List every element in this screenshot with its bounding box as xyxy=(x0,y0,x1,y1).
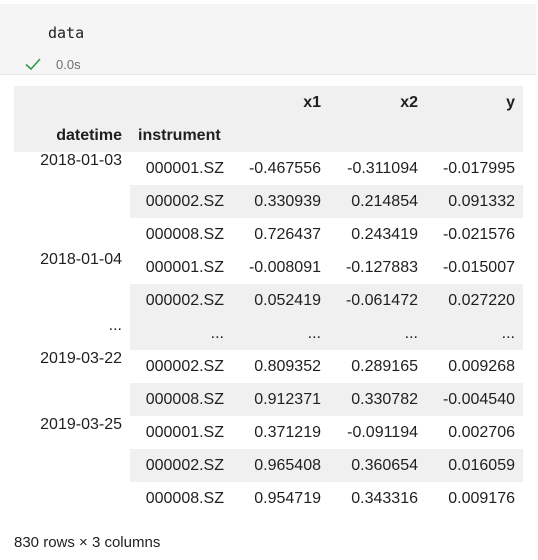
table-row: 000008.SZ 0.726437 0.243419 -0.021576 xyxy=(14,218,523,251)
value-cell: 0.726437 xyxy=(254,225,321,243)
header-blank xyxy=(232,119,329,152)
table-row: 000002.SZ 0.965408 0.360654 0.016059 xyxy=(14,449,523,482)
instrument-cell: 000002.SZ xyxy=(130,185,232,218)
index-name: datetime xyxy=(56,126,122,144)
value-cell: -0.004540 xyxy=(426,383,523,416)
ellipsis-row: ... ... ... ... ... xyxy=(14,317,523,350)
value-cell: -0.008091 xyxy=(248,258,321,276)
datetime-cell: ... xyxy=(14,317,130,350)
value-cell: 0.009176 xyxy=(448,489,515,507)
instrument-cell: 000002.SZ xyxy=(145,357,224,375)
value-cell: ... xyxy=(426,317,523,350)
datetime-cell: 2019-03-22 xyxy=(14,350,130,416)
column-header: x1 xyxy=(303,93,321,111)
column-header: y xyxy=(506,93,515,111)
value-cell: 0.343316 xyxy=(351,489,418,507)
dataframe-table: x1 x2 y datetime instrument 2018-01-03 0… xyxy=(14,86,523,515)
value-cell: 0.214854 xyxy=(329,185,426,218)
value-cell: 0.027220 xyxy=(426,284,523,317)
table-row: 2018-01-03 000001.SZ -0.467556 -0.311094… xyxy=(14,152,523,251)
value-cell: -0.021576 xyxy=(442,225,515,243)
value-cell: 0.965408 xyxy=(232,449,329,482)
instrument-cell: 000001.SZ xyxy=(145,423,224,441)
instrument-cell: 000002.SZ xyxy=(130,284,232,317)
instrument-cell: 000001.SZ xyxy=(145,159,224,177)
value-cell: -0.311094 xyxy=(347,159,418,177)
index-name: instrument xyxy=(138,126,221,144)
value-cell: 0.330939 xyxy=(232,185,329,218)
instrument-cell: 000008.SZ xyxy=(145,489,224,507)
value-cell: ... xyxy=(232,317,329,350)
value-cell: 0.289165 xyxy=(351,357,418,375)
checkmark-icon xyxy=(25,58,41,71)
table-row: 000008.SZ 0.954719 0.343316 0.009176 xyxy=(14,482,523,515)
instrument-cell: 000008.SZ xyxy=(145,225,224,243)
value-cell: 0.809352 xyxy=(254,357,321,375)
value-cell: 0.016059 xyxy=(426,449,523,482)
instrument-cell: 000002.SZ xyxy=(130,449,232,482)
value-cell: 0.052419 xyxy=(232,284,329,317)
datetime-cell: 2018-01-03 xyxy=(14,152,130,251)
table-row: 000008.SZ 0.912371 0.330782 -0.004540 xyxy=(14,383,523,416)
table-row: 000002.SZ 0.052419 -0.061472 0.027220 xyxy=(14,284,523,317)
value-cell: 0.371219 xyxy=(254,423,321,441)
value-cell: -0.467556 xyxy=(248,159,321,177)
instrument-cell: 000008.SZ xyxy=(130,383,232,416)
value-cell: 0.009268 xyxy=(448,357,515,375)
table-row: 2019-03-25 000001.SZ 0.371219 -0.091194 … xyxy=(14,416,523,515)
execution-time: 0.0s xyxy=(56,56,81,72)
header-blank xyxy=(426,119,523,152)
code-text[interactable]: data xyxy=(48,24,85,42)
instrument-cell: ... xyxy=(130,317,232,350)
table-row: 000002.SZ 0.330939 0.214854 0.091332 xyxy=(14,185,523,218)
instrument-cell: 000001.SZ xyxy=(145,258,224,276)
datetime-cell: 2019-03-25 xyxy=(14,416,130,515)
row-count-summary: 830 rows × 3 columns xyxy=(14,534,161,551)
header-blank xyxy=(14,86,130,119)
header-blank xyxy=(130,86,232,119)
value-cell: ... xyxy=(329,317,426,350)
value-cell: -0.061472 xyxy=(329,284,426,317)
header-blank xyxy=(329,119,426,152)
table-row: 2019-03-22 000002.SZ 0.809352 0.289165 0… xyxy=(14,350,523,416)
table-row: 2018-01-04 000001.SZ -0.008091 -0.127883… xyxy=(14,251,523,317)
datetime-cell: 2018-01-04 xyxy=(14,251,130,317)
value-cell: 0.330782 xyxy=(329,383,426,416)
value-cell: -0.017995 xyxy=(442,159,515,177)
value-cell: -0.127883 xyxy=(345,258,418,276)
value-cell: 0.002706 xyxy=(448,423,515,441)
column-header-row: x1 x2 y xyxy=(14,86,523,119)
code-cell[interactable]: data 0.0s xyxy=(0,4,536,75)
value-cell: 0.954719 xyxy=(254,489,321,507)
value-cell: 0.912371 xyxy=(232,383,329,416)
value-cell: 0.091332 xyxy=(426,185,523,218)
index-header-row: datetime instrument xyxy=(14,119,523,152)
column-header: x2 xyxy=(400,93,418,111)
value-cell: -0.091194 xyxy=(347,423,418,441)
value-cell: -0.015007 xyxy=(442,258,515,276)
value-cell: 0.243419 xyxy=(351,225,418,243)
value-cell: 0.360654 xyxy=(329,449,426,482)
execution-status: 0.0s xyxy=(24,54,81,74)
